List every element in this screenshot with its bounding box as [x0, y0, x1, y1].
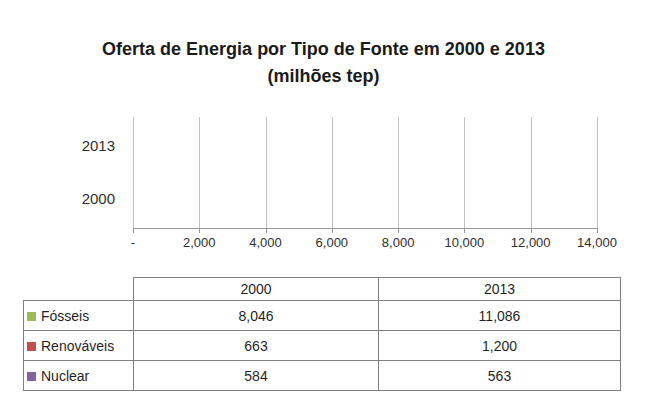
row-label-cell: Fósseis [24, 301, 134, 331]
legend-swatch-renovaveis [27, 342, 36, 351]
gridline [199, 117, 200, 228]
table-header-row: 20002013 [24, 278, 621, 301]
table-cell: 1,200 [379, 331, 621, 361]
y-axis-category-label: 2000 [53, 190, 115, 208]
x-axis-tick-label: 2,000 [164, 235, 234, 250]
axis-tick [332, 228, 333, 233]
chart-title-line2: (milhões tep) [0, 63, 647, 90]
table-header-cell: 2013 [379, 278, 621, 301]
legend-swatch-nuclear [27, 372, 36, 381]
gridline [531, 117, 532, 228]
table-cell: 11,086 [379, 301, 621, 331]
chart-title: Oferta de Energia por Tipo de Fonte em 2… [0, 36, 647, 90]
axis-tick [133, 228, 134, 233]
legend-swatch-fosseis [27, 312, 36, 321]
table-row-fosseis: Fósseis 8,04611,086 [24, 301, 621, 331]
axis-tick [531, 228, 532, 233]
gridline [332, 117, 333, 228]
x-axis-tick-label: 8,000 [363, 235, 433, 250]
axis-tick [597, 228, 598, 233]
chart-canvas: Oferta de Energia por Tipo de Fonte em 2… [0, 0, 647, 410]
gridline [398, 117, 399, 228]
table-corner-cell [24, 278, 134, 301]
y-axis-category-label: 2013 [53, 137, 115, 155]
row-label: Renováveis [41, 338, 114, 354]
x-axis-tick-label: 14,000 [562, 235, 632, 250]
axis-tick [266, 228, 267, 233]
axis-tick [199, 228, 200, 233]
table-cell: 563 [379, 361, 621, 391]
chart-title-line1: Oferta de Energia por Tipo de Fonte em 2… [0, 36, 647, 63]
gridline [464, 117, 465, 228]
x-axis-tick-label: 10,000 [429, 235, 499, 250]
axis-tick [464, 228, 465, 233]
gridline [597, 117, 598, 228]
x-axis-tick-label: 4,000 [231, 235, 301, 250]
row-label-cell: Nuclear [24, 361, 134, 391]
axis-tick [398, 228, 399, 233]
table-cell: 663 [134, 331, 379, 361]
row-label: Fósseis [41, 308, 89, 324]
gridline [133, 117, 134, 228]
x-axis-tick-label: 12,000 [496, 235, 566, 250]
x-axis-tick-label: 6,000 [297, 235, 367, 250]
data-table: 20002013 Fósseis 8,04611,086 Renováveis 6631… [23, 277, 621, 391]
row-label: Nuclear [41, 368, 89, 384]
x-axis-tick-label: - [98, 235, 168, 250]
table-cell: 584 [134, 361, 379, 391]
table-row-renovaveis: Renováveis 6631,200 [24, 331, 621, 361]
row-label-cell: Renováveis [24, 331, 134, 361]
table-cell: 8,046 [134, 301, 379, 331]
table-header-cell: 2000 [134, 278, 379, 301]
gridline [266, 117, 267, 228]
plot-area: -2,0004,0006,0008,00010,00012,00014,0002… [133, 117, 597, 229]
table-row-nuclear: Nuclear 584563 [24, 361, 621, 391]
